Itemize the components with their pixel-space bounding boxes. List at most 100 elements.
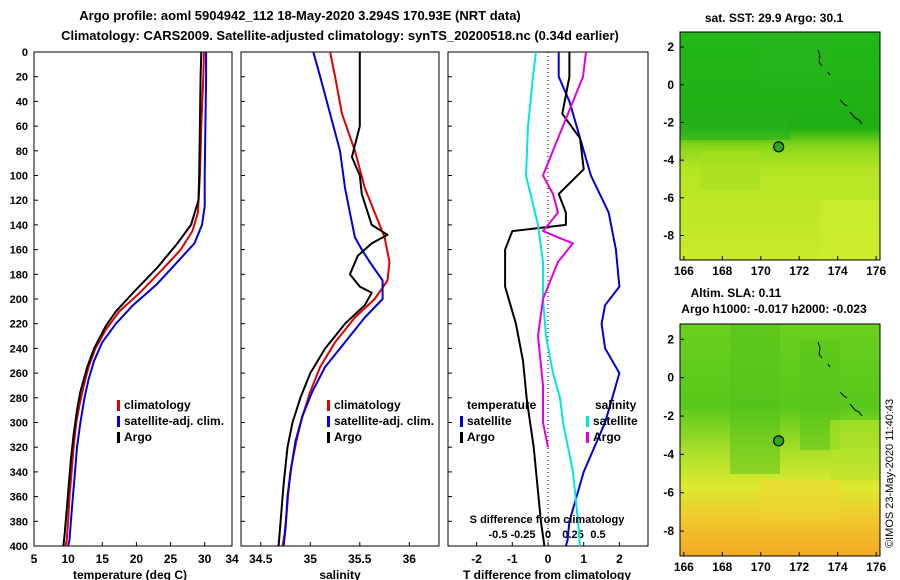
x-tick-label: 34 — [225, 552, 239, 566]
map-lat-label: -8 — [663, 524, 674, 538]
s-tick-label: -0.5 — [489, 529, 508, 541]
series-line-salinity-satellite — [525, 52, 581, 546]
sst-map-frame — [679, 31, 881, 261]
depth-tick-label: 360 — [10, 492, 28, 504]
x-tick-label: 10 — [61, 552, 75, 566]
depth-tick-label: 260 — [10, 368, 28, 380]
s-difference-axis-label: S difference from climatology — [470, 514, 626, 526]
difference-plot-frame — [447, 51, 649, 547]
sla-map-heatmap — [680, 324, 880, 556]
depth-tick-label: 40 — [16, 96, 28, 108]
x-tick-label: 20 — [130, 552, 144, 566]
argo-float-marker — [773, 141, 785, 153]
map-lat-label: -2 — [663, 115, 674, 129]
legend-swatch-satellite — [117, 416, 120, 427]
legend-heading-salinity: salinity — [595, 398, 637, 412]
legend-label-climatology: climatology — [334, 398, 401, 412]
argo-float-marker — [773, 435, 785, 447]
legend-swatch-argo — [117, 432, 120, 443]
s-tick-label: 0.25 — [562, 529, 583, 541]
depth-tick-label: 300 — [10, 418, 28, 430]
depth-tick-label: 80 — [16, 146, 28, 158]
s-tick-label: 0 — [545, 529, 551, 541]
sst-map-heatmap — [680, 32, 880, 260]
legend-swatch-t-satellite — [460, 416, 463, 427]
map-lon-label: 172 — [789, 560, 809, 574]
map-lat-label: 0 — [667, 371, 674, 385]
x-tick-label: 35.5 — [348, 552, 372, 566]
series-line-satellite-adj-clim- — [67, 52, 208, 546]
map-lat-label: 0 — [667, 78, 674, 92]
legend-swatch-t-argo — [460, 432, 463, 443]
sst-field-patch — [700, 150, 760, 190]
salinity-axis-label: salinity — [319, 568, 361, 580]
legend-label-argo: Argo — [124, 430, 152, 444]
map-lat-label: -6 — [663, 486, 674, 500]
map-lon-label: 168 — [712, 560, 732, 574]
x-tick-label: 0 — [545, 552, 552, 566]
depth-tick-label: 240 — [10, 343, 28, 355]
x-tick-label: 25 — [164, 552, 178, 566]
map-lon-label: 176 — [866, 264, 886, 278]
x-tick-label: 15 — [96, 552, 110, 566]
sst-coastline — [817, 49, 863, 125]
map-lat-label: 2 — [667, 40, 674, 54]
x-tick-label: 35 — [304, 552, 318, 566]
imos-credit: ©IMOS 23-May-2020 11:40:43 — [884, 399, 896, 548]
salinity-legend: climatology satellite-adj. clim. Argo — [327, 398, 434, 444]
depth-tick-label: 320 — [10, 442, 28, 454]
sla-field-patch — [730, 324, 780, 474]
map-lon-label: 166 — [674, 560, 694, 574]
sst-field-patch — [680, 110, 790, 140]
x-tick-label: 2 — [616, 552, 623, 566]
x-tick-label: -1 — [507, 552, 518, 566]
sla-map-frame — [679, 323, 881, 557]
legend-swatch-s-satellite — [586, 416, 589, 427]
legend-swatch-s-argo — [586, 432, 589, 443]
sst-field-patch — [760, 32, 830, 82]
map-lat-label: -6 — [663, 191, 674, 205]
legend-label-t-argo: Argo — [467, 430, 495, 444]
legend-swatch-argo — [327, 432, 330, 443]
legend-label-satellite: satellite-adj. clim. — [124, 414, 224, 428]
legend-swatch-satellite — [327, 416, 330, 427]
legend-swatch-climatology — [327, 400, 330, 411]
map-lon-label: 174 — [828, 264, 848, 278]
depth-tick-label: 100 — [10, 171, 28, 183]
map-lon-label: 166 — [674, 264, 694, 278]
map-lat-label: -8 — [663, 229, 674, 243]
series-line-temperature-argo — [504, 52, 585, 546]
map-lon-label: 174 — [828, 560, 848, 574]
x-tick-label: 5 — [31, 552, 38, 566]
map-lon-label: 176 — [866, 560, 886, 574]
legend-label-s-argo: Argo — [593, 430, 621, 444]
sla-field-patch — [760, 480, 840, 520]
depth-tick-label: 0 — [22, 47, 28, 59]
depth-tick-label: 280 — [10, 393, 28, 405]
map-lat-label: -4 — [663, 153, 674, 167]
series-line-salinity-argo — [537, 52, 587, 448]
map-lon-label: 170 — [751, 264, 771, 278]
t-difference-axis-label: T difference from climatology — [463, 568, 631, 580]
depth-tick-label: 400 — [10, 541, 28, 553]
x-tick-label: 1 — [580, 552, 587, 566]
depth-tick-label: 200 — [10, 294, 28, 306]
sla-map-subtitle: Argo h1000: -0.017 h2000: -0.023 — [681, 302, 867, 316]
s-tick-label: 0.5 — [590, 529, 605, 541]
salinity-plot-frame — [240, 51, 440, 547]
depth-tick-label: 160 — [10, 245, 28, 257]
map-lon-label: 168 — [712, 264, 732, 278]
depth-tick-label: 380 — [10, 516, 28, 528]
series-line-temperature-satellite — [557, 52, 621, 546]
sla-map-title: Altim. SLA: 0.11 — [691, 286, 782, 300]
depth-tick-label: 60 — [16, 121, 28, 133]
series-group — [277, 52, 391, 546]
sla-field-patch — [830, 420, 880, 480]
legend-label-argo: Argo — [334, 430, 362, 444]
s-tick-label: -0.25 — [510, 529, 535, 541]
series-line-satellite-adj-clim- — [282, 52, 384, 546]
figure-title-line2: Climatology: CARS2009. Satellite-adjuste… — [61, 28, 619, 43]
legend-heading-temperature: temperature — [467, 398, 537, 412]
depth-tick-label: 140 — [10, 220, 28, 232]
